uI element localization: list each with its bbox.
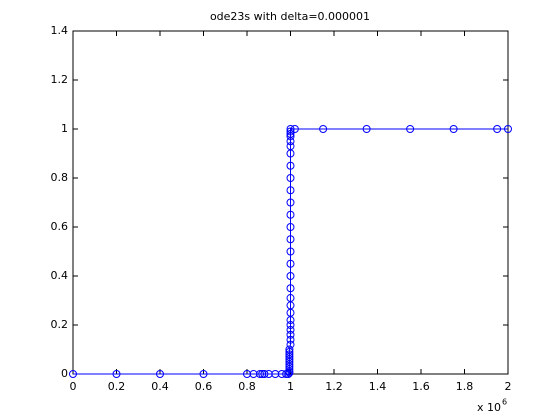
marker (286, 161, 295, 170)
y-tick-label: 0.2 (51, 318, 69, 331)
marker (286, 198, 295, 207)
marker (112, 370, 121, 378)
x-tick-label: 1 (287, 380, 294, 393)
x-tick-label: 1.6 (412, 380, 430, 393)
marker (290, 125, 299, 133)
marker (362, 125, 371, 133)
marker (286, 142, 295, 151)
y-tick-label: 0.4 (51, 269, 69, 282)
x-tick-label: 2 (505, 380, 512, 393)
x-tick-label: 0.4 (151, 380, 169, 393)
marker (406, 125, 415, 133)
x-tick-label: 0.2 (108, 380, 126, 393)
marker (286, 127, 295, 136)
x-tick-label: 1.2 (325, 380, 343, 393)
marker (256, 370, 265, 378)
marker (286, 210, 295, 219)
marker (286, 321, 295, 329)
y-tick-label: 0.6 (51, 220, 69, 233)
marker (285, 350, 294, 359)
marker (69, 370, 77, 378)
y-tick-label: 1.4 (51, 24, 69, 37)
marker (286, 272, 295, 280)
marker (286, 186, 295, 195)
marker (286, 247, 295, 256)
marker (286, 294, 295, 303)
x-multiplier: x 10 (477, 401, 501, 414)
marker (286, 259, 295, 268)
marker (449, 125, 458, 133)
x-tick-label: 1.8 (456, 380, 474, 393)
marker (319, 125, 328, 133)
x-tick-label: 1.4 (369, 380, 387, 393)
marker (260, 370, 269, 378)
marker (286, 223, 295, 231)
marker (286, 330, 295, 339)
x-tick-label: 0.8 (238, 380, 256, 393)
marker (286, 325, 295, 334)
marker (286, 125, 295, 133)
marker (504, 125, 512, 133)
y-tick-label: 1.2 (51, 73, 69, 86)
marker (286, 129, 295, 138)
y-tick-label: 1 (61, 122, 68, 135)
marker (285, 345, 294, 354)
marker (286, 335, 295, 344)
marker (286, 284, 295, 293)
marker (156, 370, 164, 378)
marker (199, 370, 208, 378)
marker (286, 174, 295, 182)
x-multiplier-exponent: 6 (502, 398, 507, 407)
marker (286, 340, 295, 349)
marker (285, 347, 294, 356)
marker (286, 235, 295, 244)
x-tick-label: 0 (70, 380, 77, 393)
marker (493, 125, 502, 133)
series-line (73, 128, 508, 375)
y-tick-label: 0.8 (51, 171, 69, 184)
x-tick-label: 0.6 (195, 380, 213, 393)
chart-title: ode23s with delta=0.000001 (210, 10, 370, 23)
y-tick-label: 0 (61, 367, 68, 380)
